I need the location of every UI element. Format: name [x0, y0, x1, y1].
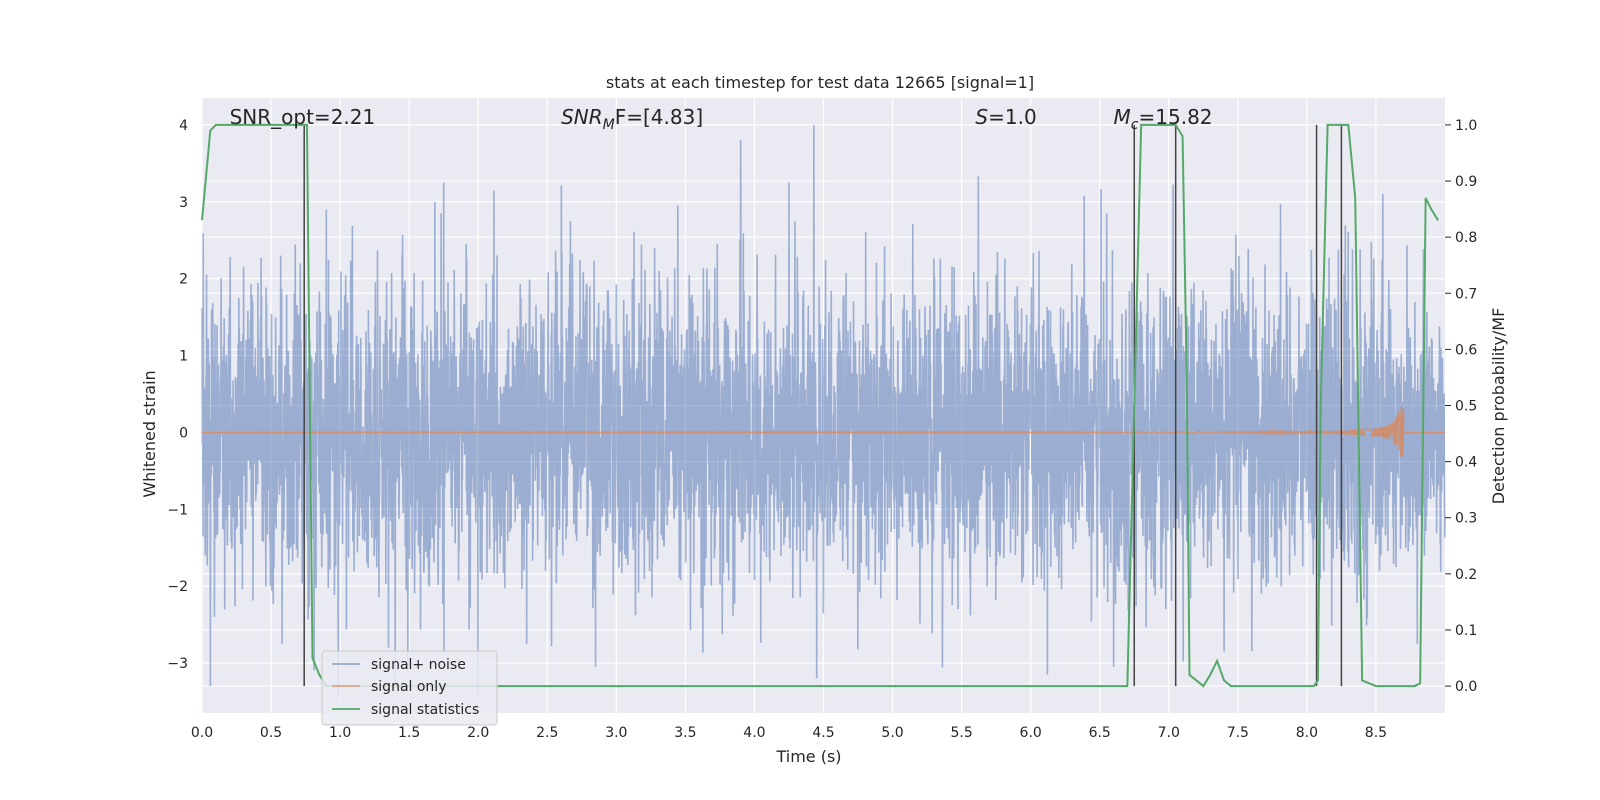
y2-tick-label: 0.5: [1455, 399, 1477, 415]
x-tick-label: 5.0: [881, 725, 903, 741]
signal-only-series: [201, 406, 1445, 458]
y2-tick-label: 0.7: [1455, 286, 1477, 302]
y-tick-label: 2: [179, 272, 188, 288]
y-tick-label: 4: [179, 118, 188, 134]
x-axis-ticks: 0.0 0.5 1.0 1.5 2.0 2.5 3.0 3.5 4.0 4.5 5.0 5.5 6.0 6…: [191, 725, 1387, 741]
chart-title: stats at each timestep for test data 126…: [606, 73, 1034, 92]
x-tick-label: 8.5: [1365, 725, 1387, 741]
annotation: SNRMF=[4.83]: [561, 105, 703, 133]
y-tick-label: −1: [167, 502, 188, 518]
annotation: S=1.0: [975, 105, 1036, 129]
x-tick-label: 6.0: [1020, 725, 1042, 741]
x-tick-label: 4.0: [743, 725, 765, 741]
y2-tick-label: 0.0: [1455, 679, 1477, 695]
y2-axis-label: Detection probability/MF: [1489, 308, 1508, 505]
x-tick-label: 7.5: [1227, 725, 1249, 741]
x-tick-label: 0.5: [260, 725, 282, 741]
vertical-markers: [303, 124, 1343, 687]
y-tick-label: −2: [167, 579, 188, 595]
legend-label-signal-statistics: signal statistics: [371, 702, 479, 718]
y-axis-label: Whitened strain: [140, 370, 159, 497]
legend: signal+ noise signal only signal statist…: [321, 650, 498, 726]
x-tick-label: 6.5: [1089, 725, 1111, 741]
x-tick-label: 2.0: [467, 725, 489, 741]
y-tick-label: 3: [179, 195, 188, 211]
y-tick-label: 1: [179, 349, 188, 365]
annotation: SNR_opt=2.21: [230, 105, 376, 129]
y2-tick-label: 0.6: [1455, 342, 1477, 358]
x-tick-label: 5.5: [950, 725, 972, 741]
annotation: Mc=15.82: [1114, 105, 1213, 133]
x-tick-label: 3.0: [605, 725, 627, 741]
signal-noise-line: [201, 124, 1446, 698]
signal-statistics-series: [201, 123, 1439, 688]
y2-tick-label: 0.4: [1455, 455, 1477, 471]
x-tick-label: 7.0: [1158, 725, 1180, 741]
legend-label-signal-only: signal only: [371, 679, 446, 695]
x-tick-label: 1.0: [329, 725, 351, 741]
y-tick-label: −3: [167, 656, 188, 672]
y2-tick-label: 0.8: [1455, 230, 1477, 246]
signal-noise-series: [201, 124, 1446, 698]
x-axis-label: Time (s): [775, 747, 841, 766]
y2-axis-ticks: 0.0 0.1 0.2 0.3 0.4 0.5 0.6 0.7 0.8 0.9 1.0: [1445, 118, 1477, 695]
signal-statistics-line: [201, 123, 1439, 688]
y2-tick-label: 0.3: [1455, 511, 1477, 527]
x-tick-label: 8.0: [1296, 725, 1318, 741]
x-tick-label: 0.0: [191, 725, 213, 741]
x-tick-label: 4.5: [812, 725, 834, 741]
y-axis-ticks: −3 −2 −1 0 1 2 3 4: [167, 118, 188, 672]
signal-only-line: [201, 406, 1445, 458]
legend-box: [321, 650, 498, 726]
y-tick-label: 0: [179, 425, 188, 441]
y2-tick-label: 1.0: [1455, 118, 1477, 134]
y2-tick-label: 0.2: [1455, 567, 1477, 583]
x-tick-label: 3.5: [674, 725, 696, 741]
x-tick-label: 1.5: [398, 725, 420, 741]
x-tick-label: 2.5: [536, 725, 558, 741]
y2-tick-label: 0.9: [1455, 174, 1477, 190]
legend-label-signal-noise: signal+ noise: [371, 657, 466, 673]
y2-tick-label: 0.1: [1455, 623, 1477, 639]
annotations: SNR_opt=2.21 SNRMF=[4.83] S=1.0 Mc=15.82: [230, 105, 1213, 133]
